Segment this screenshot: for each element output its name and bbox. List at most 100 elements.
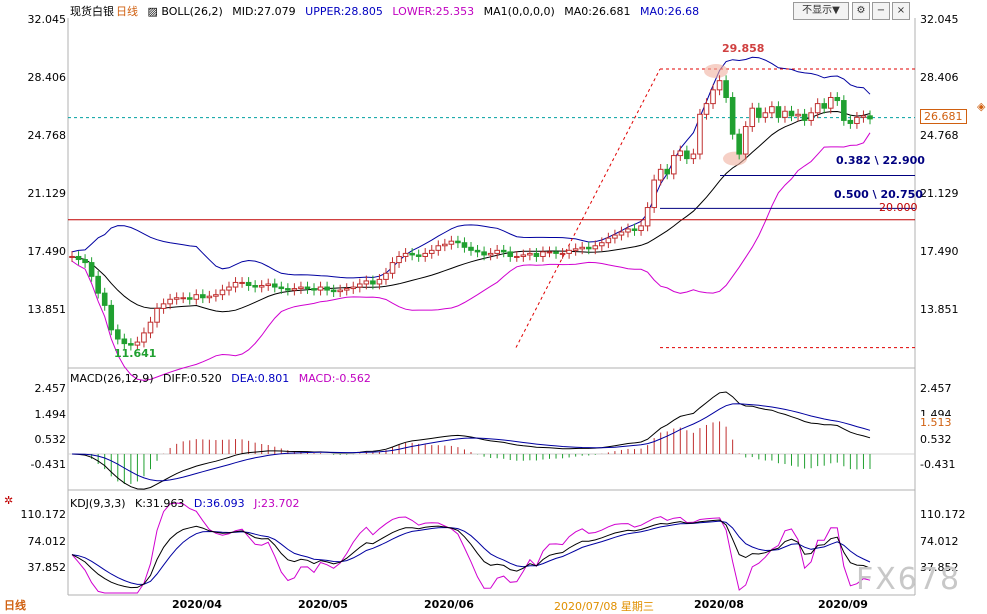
settings-button[interactable]: ⚙ [852,2,870,20]
candle-body [147,321,154,334]
macd-title: MACD(26,12,9) [70,372,154,385]
kdj-settings-icon[interactable]: ✲ [4,494,14,507]
price-tick: 24.768 [27,129,67,142]
candle-body [723,80,729,98]
low-label: 11.641 [114,347,157,360]
candle-body [762,112,769,118]
macd-tick-right: -0.431 [920,458,956,471]
candle-body [638,225,644,231]
candle-body [415,254,422,257]
candle-body [782,110,788,118]
candle-body [513,255,520,258]
candle-body [200,294,206,299]
candle-body [500,249,507,253]
candle-body [572,248,579,251]
candle-body [88,262,95,277]
price-tick-right: 28.406 [920,71,959,84]
candle-body [304,286,311,290]
candle-body [605,237,612,244]
kdj-tick-right: 74.012 [920,535,959,548]
candle-body [677,150,684,157]
candle-body [775,106,782,118]
candle-body [788,110,795,117]
ma-label: MA1(0,0,0,0) [483,5,555,18]
candle-body [651,179,657,209]
boll-lower: LOWER:25.353 [392,5,475,18]
candle-body [232,281,239,288]
fib-500-label: 0.500 \ 20.750 [834,188,923,201]
candle-body [167,298,173,305]
candle-body [357,283,363,288]
candle-body [278,286,285,290]
candle-body [553,251,559,254]
candle-body [461,242,468,248]
candle-body [579,246,585,250]
candle-body [193,294,200,300]
boll-upper: UPPER:28.805 [305,5,383,18]
candle-body [559,252,566,255]
candle-body [311,288,317,291]
ma0-value-2: MA0:26.68 [639,5,700,18]
candle-body [370,280,376,285]
candle-body [82,259,88,264]
high-marker [704,64,728,79]
candle-body [481,251,487,256]
candle-body [657,168,664,181]
candle-body [435,245,442,251]
scroll-marker-icon[interactable]: ◈ [977,100,986,113]
hide-button[interactable]: 不显示▼ [793,2,849,20]
candle-body [154,307,160,323]
kdj-tick: 37.852 [27,561,67,574]
candle-body [134,341,141,346]
candle-body [697,113,703,155]
boll-lower-line [71,132,871,381]
candle-body [69,255,75,258]
kdj-tick: 74.012 [27,535,67,548]
kdj-j: J:23.702 [254,497,300,510]
macd-tick: -0.431 [30,458,66,471]
ma0-value: MA0:26.681 [564,5,631,18]
close-button[interactable]: × [892,2,910,20]
macd-diff: DIFF:0.520 [163,372,222,385]
candle-body [487,252,494,256]
candle-body [363,280,370,285]
candle-body [710,89,716,105]
price-tick: 21.129 [27,187,67,200]
macd-legend: MACD(26,12,9) DIFF:0.520 DEA:0.801 MACD:… [70,372,377,385]
candle-body [664,168,671,175]
price-tick: 17.490 [27,245,67,258]
candle-body [684,150,690,160]
candle-body [612,234,618,239]
period-tab[interactable]: 日线 [4,599,26,612]
candle-body [769,106,775,114]
x-tick: 2020/04 [172,598,222,611]
kdj-tick: 110.172 [20,508,67,521]
candle-body [350,286,357,290]
price-tick-right: 17.490 [920,245,959,258]
candle-body [474,249,481,253]
candle-body [206,295,213,299]
period-label: 日线 [116,5,138,18]
candle-body [749,107,756,128]
candle-body [795,113,801,117]
minimize-button[interactable]: − [872,2,890,20]
candle-body [271,283,278,288]
candle-body [141,332,147,343]
candle-body [827,96,834,109]
candle-body [801,113,808,121]
kdj-k-line [71,519,871,589]
macd-current: 1.513 [920,416,952,429]
candle-body [808,112,814,121]
instrument-title: 现货白银 [70,5,114,18]
candle-body [841,100,847,121]
candle-body [814,103,821,114]
candle-body [756,107,762,118]
candle-body [599,242,605,247]
candle-body [847,119,854,124]
candle-body [324,286,330,291]
kdj-panel [71,502,871,594]
price-tick: 28.406 [27,71,67,84]
candle-body [291,288,298,291]
candle-body [114,329,121,340]
